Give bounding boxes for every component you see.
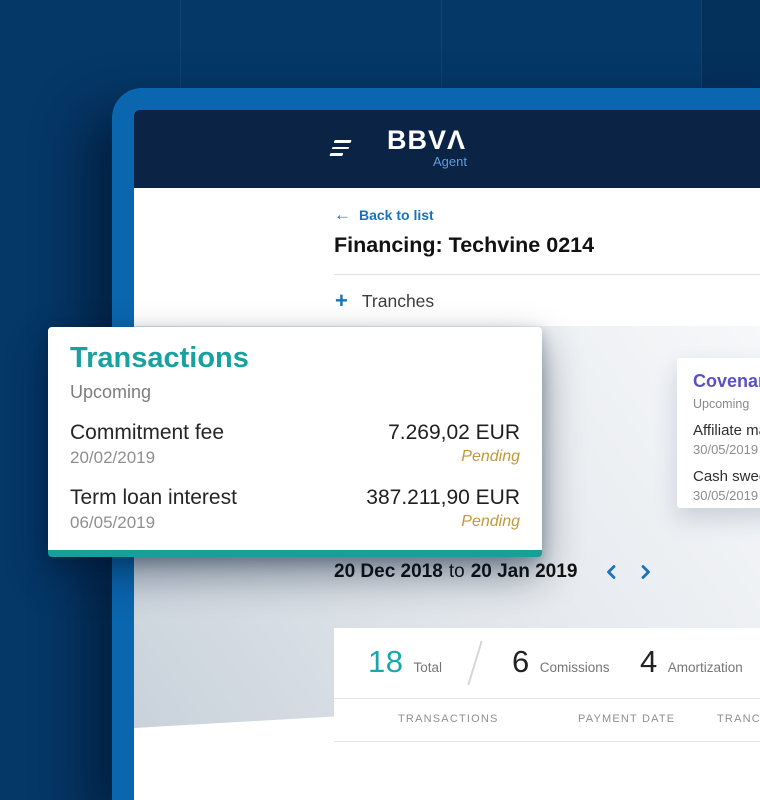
stat-amortization-label: Amortization xyxy=(667,660,743,675)
date-range-from: 20 Dec 2018 xyxy=(334,561,443,582)
transactions-summary-panel: 18 Total 6 Comissions 4 Amortization TRA… xyxy=(334,628,760,800)
column-header-tranche: TRANCHE xyxy=(717,713,760,725)
bbva-logo-text: BBVΛ xyxy=(387,125,467,155)
back-arrow-icon: ← xyxy=(334,205,351,224)
plus-icon: + xyxy=(335,288,348,313)
next-period-button[interactable] xyxy=(639,564,652,580)
covenant-name: Affiliate mat xyxy=(693,422,760,439)
stat-comissions-label: Comissions xyxy=(539,660,610,675)
bbva-logo: BBVΛ Agent xyxy=(387,125,467,169)
chevron-right-icon xyxy=(641,565,651,579)
transactions-card-subtitle: Upcoming xyxy=(70,382,152,402)
column-header-payment-date: PAYMENT DATE xyxy=(578,713,676,725)
stat-amortization-value: 4 xyxy=(640,644,658,679)
app-header: BBVΛ Agent xyxy=(134,110,760,188)
covenant-date: 30/05/2019 xyxy=(693,442,759,457)
transaction-status-badge: Pending xyxy=(461,448,520,465)
hamburger-menu-icon[interactable] xyxy=(329,140,354,156)
covenant-name: Cash sweep xyxy=(693,468,760,485)
chevron-left-icon xyxy=(607,565,616,579)
transaction-amount: 7.269,02 EUR xyxy=(388,421,520,444)
stat-total-label: Total xyxy=(413,660,443,675)
stat-divider xyxy=(467,640,483,686)
stat-amortization: 4 Amortization xyxy=(640,644,743,680)
covenant-row: Affiliate mat 30/05/2019 xyxy=(693,422,760,457)
transaction-name: Commitment fee xyxy=(70,421,225,444)
covenant-date: 30/05/2019 xyxy=(693,488,759,503)
stat-total: 18 Total xyxy=(368,644,442,680)
title-divider xyxy=(334,274,760,275)
covenants-card: Covenants Upcoming Affiliate mat 30/05/2… xyxy=(677,358,760,508)
covenants-card-subtitle: Upcoming xyxy=(693,397,750,411)
covenant-row: Cash sweep 30/05/2019 xyxy=(693,468,760,503)
table-divider xyxy=(334,741,760,742)
date-range-connector: to xyxy=(448,561,465,582)
stat-comissions: 6 Comissions xyxy=(512,644,610,680)
stat-total-value: 18 xyxy=(368,644,404,679)
back-link-label: Back to list xyxy=(359,207,434,223)
transactions-card: Transactions Upcoming Commitment fee 7.2… xyxy=(48,327,542,557)
transaction-row: Term loan interest 387.211,90 EUR 06/05/… xyxy=(70,486,520,533)
stat-comissions-value: 6 xyxy=(512,644,530,679)
covenants-card-title: Covenants xyxy=(693,371,760,391)
date-range-nav: 20 Dec 2018 to 20 Jan 2019 xyxy=(334,561,652,583)
bbva-logo-subtitle: Agent xyxy=(433,153,467,169)
transactions-card-title: Transactions xyxy=(70,342,249,374)
tranches-expander[interactable]: + Tranches xyxy=(335,290,434,312)
transaction-date: 06/05/2019 xyxy=(70,513,156,532)
previous-period-button[interactable] xyxy=(605,564,618,580)
tranches-label: Tranches xyxy=(361,290,435,311)
date-range-to: 20 Jan 2019 xyxy=(470,561,578,582)
transaction-status-badge: Pending xyxy=(461,513,520,530)
back-to-list-link[interactable]: ← Back to list xyxy=(334,205,434,225)
transaction-date: 20/02/2019 xyxy=(70,448,156,467)
page-title: Financing: Techvine 0214 xyxy=(334,233,595,257)
transaction-row: Commitment fee 7.269,02 EUR 20/02/2019 P… xyxy=(70,421,520,468)
transaction-name: Term loan interest xyxy=(70,486,237,509)
transaction-amount: 387.211,90 EUR xyxy=(366,486,520,509)
table-divider xyxy=(334,698,760,699)
column-header-transactions: TRANSACTIONS xyxy=(398,713,499,725)
